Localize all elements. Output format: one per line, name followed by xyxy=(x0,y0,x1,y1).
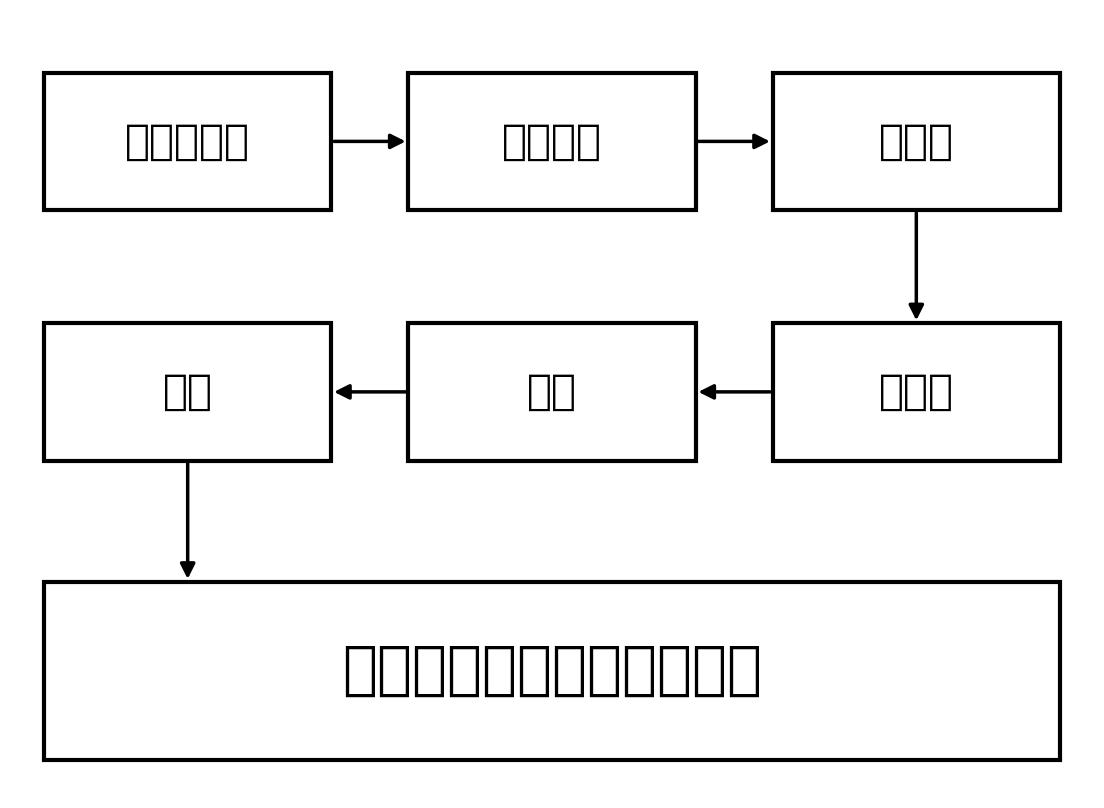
Text: 预碳化: 预碳化 xyxy=(879,120,954,162)
Text: 乌贼墨提纯: 乌贼墨提纯 xyxy=(125,120,251,162)
Bar xyxy=(773,323,1060,461)
Text: 氮原子掃杂的纳米孔碳微球: 氮原子掃杂的纳米孔碳微球 xyxy=(342,642,762,699)
Bar xyxy=(408,323,696,461)
Bar xyxy=(44,323,331,461)
Text: 离心分级: 离心分级 xyxy=(502,120,602,162)
Bar xyxy=(44,73,331,210)
Text: 碳化: 碳化 xyxy=(527,371,577,413)
Text: 提纯: 提纯 xyxy=(162,371,213,413)
Bar xyxy=(44,582,1060,760)
Text: 碱活化: 碱活化 xyxy=(879,371,954,413)
Bar xyxy=(408,73,696,210)
Bar xyxy=(773,73,1060,210)
